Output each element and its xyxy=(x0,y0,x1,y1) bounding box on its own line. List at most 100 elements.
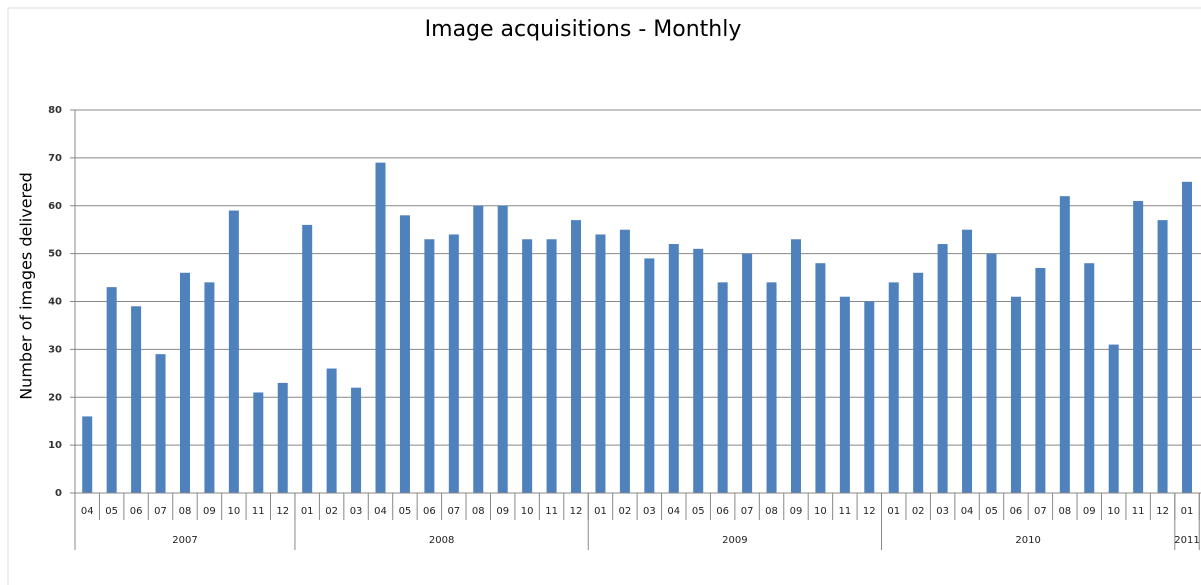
y-tick-label: 50 xyxy=(48,249,62,260)
bar xyxy=(742,253,753,493)
bar xyxy=(1035,267,1046,493)
bar xyxy=(399,215,410,493)
x-tick-label: 01 xyxy=(301,506,314,517)
y-tick-label: 40 xyxy=(48,297,62,308)
bar xyxy=(644,258,655,493)
x-tick-label: 09 xyxy=(203,506,216,517)
x-tick-label: 12 xyxy=(570,506,583,517)
x-tick-label: 11 xyxy=(545,506,558,517)
x-tick-label: 02 xyxy=(325,506,338,517)
x-tick-label: 05 xyxy=(985,506,998,517)
y-axis-label: Number of images delivered xyxy=(17,172,36,400)
bar xyxy=(326,368,337,493)
frame xyxy=(7,7,1201,585)
x-tick-label: 02 xyxy=(619,506,632,517)
bar xyxy=(571,220,582,494)
bar xyxy=(1182,181,1193,493)
bar xyxy=(106,287,117,493)
y-tick-label: 0 xyxy=(55,488,62,499)
y-tick-label: 20 xyxy=(48,392,62,403)
x-tick-label: 08 xyxy=(1058,506,1071,517)
x-tick-label: 08 xyxy=(472,506,485,517)
bar xyxy=(204,282,215,493)
bar xyxy=(693,248,704,493)
bar xyxy=(595,234,606,493)
bar xyxy=(717,282,728,493)
x-tick-label: 12 xyxy=(1156,506,1169,517)
x-tick-label: 07 xyxy=(447,506,460,517)
bar xyxy=(155,354,166,493)
x-tick-label: 02 xyxy=(912,506,925,517)
bar xyxy=(986,253,997,493)
bar xyxy=(277,382,288,493)
x-tick-label: 07 xyxy=(1034,506,1047,517)
x-tick-label: 01 xyxy=(887,506,900,517)
bar xyxy=(864,301,875,493)
x-tick-label: 06 xyxy=(1010,506,1023,517)
bar xyxy=(888,282,899,493)
x-tick-label: 12 xyxy=(863,506,876,517)
x-tick-label: 08 xyxy=(765,506,778,517)
x-tick-label: 01 xyxy=(1181,506,1194,517)
x-tick-label: 10 xyxy=(521,506,534,517)
bar xyxy=(351,387,362,493)
x-tick-label: 04 xyxy=(961,506,974,517)
y-tick-label: 30 xyxy=(48,344,62,355)
bar xyxy=(913,272,924,493)
x-tick-label: 09 xyxy=(496,506,509,517)
bar xyxy=(522,239,533,493)
x-tick-label: 05 xyxy=(692,506,705,517)
bar xyxy=(546,239,557,493)
x-tick-label: 06 xyxy=(423,506,436,517)
x-tick-label: 04 xyxy=(81,506,94,517)
bar xyxy=(1108,344,1119,493)
bar xyxy=(815,263,826,493)
y-tick-label: 80 xyxy=(48,105,62,116)
bar xyxy=(668,244,679,493)
bar xyxy=(424,239,435,493)
bar xyxy=(1059,196,1070,494)
bar xyxy=(619,229,630,493)
x-tick-label: 11 xyxy=(252,506,265,517)
y-tick-label: 60 xyxy=(48,201,62,212)
bar xyxy=(253,392,264,493)
x-tick-label: 09 xyxy=(1083,506,1096,517)
bar xyxy=(82,416,93,493)
y-tick-label: 10 xyxy=(48,440,62,451)
y-tick-label: 70 xyxy=(48,153,62,164)
x-tick-label: 08 xyxy=(179,506,192,517)
bar xyxy=(228,210,239,493)
x-tick-label: 10 xyxy=(814,506,827,517)
bar xyxy=(473,205,484,493)
bar xyxy=(497,205,508,493)
bar xyxy=(1133,200,1144,493)
x-tick-label: 03 xyxy=(936,506,949,517)
x-tick-label: 05 xyxy=(399,506,412,517)
x-tick-label: 10 xyxy=(227,506,240,517)
x-tick-label: 07 xyxy=(154,506,167,517)
bar xyxy=(1084,263,1095,493)
x-tick-label: 01 xyxy=(594,506,607,517)
x-tick-label: 04 xyxy=(374,506,387,517)
group-label: 2009 xyxy=(722,535,747,546)
group-label: 2008 xyxy=(429,535,454,546)
bar xyxy=(790,239,801,493)
bar xyxy=(839,296,850,493)
bar xyxy=(302,224,313,493)
x-tick-label: 07 xyxy=(741,506,754,517)
x-tick-label: 11 xyxy=(838,506,851,517)
bar xyxy=(448,234,459,493)
x-tick-label: 09 xyxy=(790,506,803,517)
chart-title: Image acquisitions - Monthly xyxy=(425,17,742,42)
group-label: 2011 xyxy=(1174,535,1199,546)
x-tick-label: 12 xyxy=(276,506,289,517)
x-tick-label: 04 xyxy=(667,506,680,517)
bar xyxy=(937,244,948,493)
bar xyxy=(962,229,973,493)
x-tick-label: 03 xyxy=(350,506,363,517)
x-tick-label: 11 xyxy=(1132,506,1145,517)
x-tick-label: 06 xyxy=(716,506,729,517)
x-tick-label: 10 xyxy=(1107,506,1120,517)
bar xyxy=(1010,296,1021,493)
